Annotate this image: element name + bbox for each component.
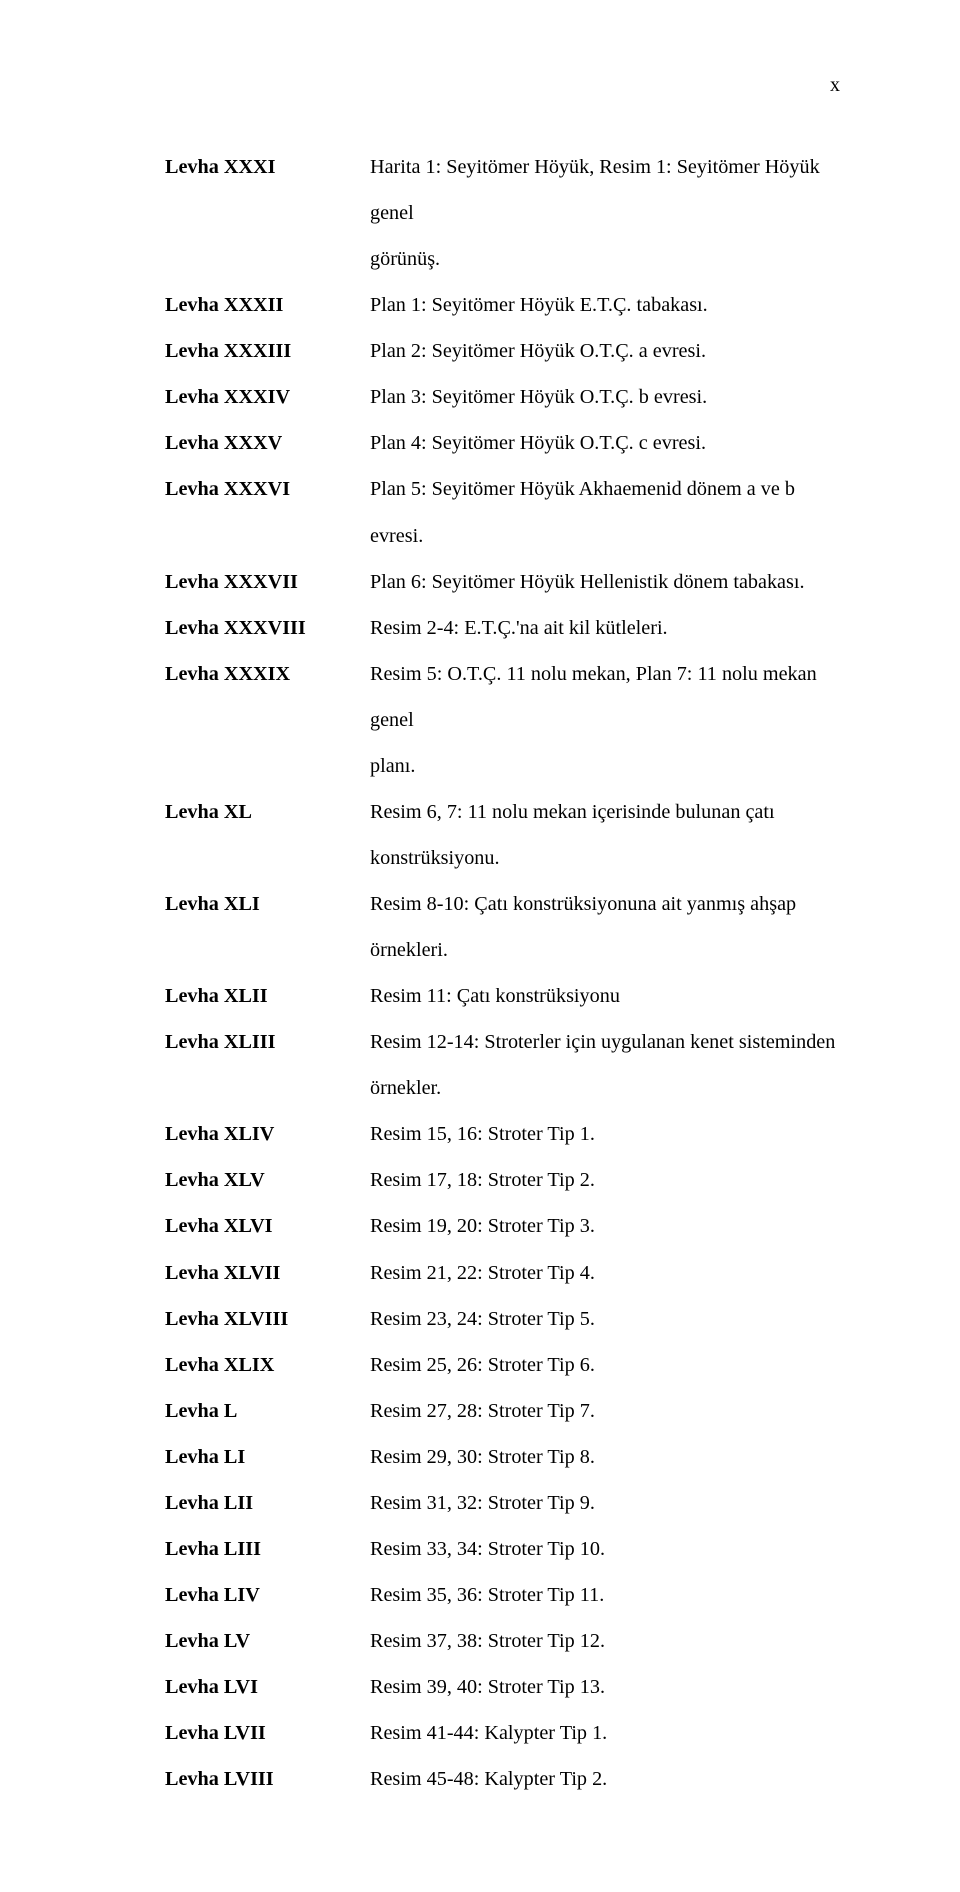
item-label: Levha XLII <box>165 973 370 1019</box>
list-item: Levha XLIVResim 15, 16: Stroter Tip 1. <box>165 1111 845 1157</box>
item-label: Levha LIII <box>165 1526 370 1572</box>
item-description: Resim 39, 40: Stroter Tip 13. <box>370 1664 845 1710</box>
item-label: Levha XXXII <box>165 282 370 328</box>
item-description: Resim 21, 22: Stroter Tip 4. <box>370 1250 845 1296</box>
list-item: Levha XXXIIPlan 1: Seyitömer Höyük E.T.Ç… <box>165 282 845 328</box>
list-item: Levha XLIIResim 11: Çatı konstrüksiyonu <box>165 973 845 1019</box>
item-label: Levha XXXIX <box>165 651 370 697</box>
item-label: Levha XXXVII <box>165 559 370 605</box>
item-label: Levha XLV <box>165 1157 370 1203</box>
list-item: Levha XXXIHarita 1: Seyitömer Höyük, Res… <box>165 144 845 236</box>
item-label: Levha XLI <box>165 881 370 927</box>
list-item: Levha XLResim 6, 7: 11 nolu mekan içeris… <box>165 789 845 835</box>
list-item: Levha LIResim 29, 30: Stroter Tip 8. <box>165 1434 845 1480</box>
item-label: Levha LVI <box>165 1664 370 1710</box>
item-label: Levha XXXVIII <box>165 605 370 651</box>
list-item: Levha XXXVIPlan 5: Seyitömer Höyük Akhae… <box>165 466 845 558</box>
list-item: Levha XLIXResim 25, 26: Stroter Tip 6. <box>165 1342 845 1388</box>
item-label: Levha XLVII <box>165 1250 370 1296</box>
document-page: x Levha XXXIHarita 1: Seyitömer Höyük, R… <box>0 0 960 1892</box>
item-label: Levha LVIII <box>165 1756 370 1802</box>
item-label: Levha XXXIII <box>165 328 370 374</box>
item-description: Resim 6, 7: 11 nolu mekan içerisinde bul… <box>370 789 845 835</box>
list-item: Levha XXXIVPlan 3: Seyitömer Höyük O.T.Ç… <box>165 374 845 420</box>
item-description: Resim 12-14: Stroterler için uygulanan k… <box>370 1019 845 1065</box>
item-label: Levha XLIII <box>165 1019 370 1065</box>
item-description: Resim 2-4: E.T.Ç.'na ait kil kütleleri. <box>370 605 845 651</box>
list-item: Levha XLIIIResim 12-14: Stroterler için … <box>165 1019 845 1065</box>
item-description: Harita 1: Seyitömer Höyük, Resim 1: Seyi… <box>370 144 845 236</box>
item-description: Resim 8-10: Çatı konstrüksiyonuna ait ya… <box>370 881 845 973</box>
item-label: Levha LII <box>165 1480 370 1526</box>
list-item: Levha XLVIResim 19, 20: Stroter Tip 3. <box>165 1203 845 1249</box>
item-description: Resim 11: Çatı konstrüksiyonu <box>370 973 845 1019</box>
item-description-continuation: görünüş. <box>370 236 845 282</box>
item-label: Levha XXXIV <box>165 374 370 420</box>
item-description: Resim 15, 16: Stroter Tip 1. <box>370 1111 845 1157</box>
item-description: Resim 17, 18: Stroter Tip 2. <box>370 1157 845 1203</box>
item-description-continuation: konstrüksiyonu. <box>370 835 845 881</box>
list-item: Levha XXXIXResim 5: O.T.Ç. 11 nolu mekan… <box>165 651 845 743</box>
item-description: Plan 3: Seyitömer Höyük O.T.Ç. b evresi. <box>370 374 845 420</box>
item-label: Levha XLVI <box>165 1203 370 1249</box>
list-item: Levha LIIResim 31, 32: Stroter Tip 9. <box>165 1480 845 1526</box>
item-description: Resim 29, 30: Stroter Tip 8. <box>370 1434 845 1480</box>
item-label: Levha LVII <box>165 1710 370 1756</box>
item-label: Levha XL <box>165 789 370 835</box>
item-description: Resim 23, 24: Stroter Tip 5. <box>370 1296 845 1342</box>
item-label: Levha XXXVI <box>165 466 370 512</box>
list-item: Levha XXXVPlan 4: Seyitömer Höyük O.T.Ç.… <box>165 420 845 466</box>
item-description: Plan 4: Seyitömer Höyük O.T.Ç. c evresi. <box>370 420 845 466</box>
list-item: Levha LVIIIResim 45-48: Kalypter Tip 2. <box>165 1756 845 1802</box>
item-label: Levha L <box>165 1388 370 1434</box>
list-item: Levha XXXVIIIResim 2-4: E.T.Ç.'na ait ki… <box>165 605 845 651</box>
item-description: Resim 27, 28: Stroter Tip 7. <box>370 1388 845 1434</box>
list-item: Levha XXXVIIPlan 6: Seyitömer Höyük Hell… <box>165 559 845 605</box>
item-description: Plan 1: Seyitömer Höyük E.T.Ç. tabakası. <box>370 282 845 328</box>
item-label: Levha LIV <box>165 1572 370 1618</box>
list-item: Levha XLVIIIResim 23, 24: Stroter Tip 5. <box>165 1296 845 1342</box>
item-label: Levha XXXV <box>165 420 370 466</box>
item-description: Plan 6: Seyitömer Höyük Hellenistik döne… <box>370 559 845 605</box>
list-container: Levha XXXIHarita 1: Seyitömer Höyük, Res… <box>165 144 845 1802</box>
item-description: Resim 31, 32: Stroter Tip 9. <box>370 1480 845 1526</box>
item-description: Plan 5: Seyitömer Höyük Akhaemenid dönem… <box>370 466 845 558</box>
item-description: Resim 35, 36: Stroter Tip 11. <box>370 1572 845 1618</box>
item-description-continuation: örnekler. <box>370 1065 845 1111</box>
item-label: Levha XLIX <box>165 1342 370 1388</box>
item-description: Resim 25, 26: Stroter Tip 6. <box>370 1342 845 1388</box>
list-item: Levha XLIResim 8-10: Çatı konstrüksiyonu… <box>165 881 845 973</box>
list-item: Levha XXXIIIPlan 2: Seyitömer Höyük O.T.… <box>165 328 845 374</box>
page-number: x <box>830 74 840 97</box>
list-item: Levha XLVResim 17, 18: Stroter Tip 2. <box>165 1157 845 1203</box>
item-label: Levha LV <box>165 1618 370 1664</box>
list-item: Levha LVIIResim 41-44: Kalypter Tip 1. <box>165 1710 845 1756</box>
item-description: Resim 45-48: Kalypter Tip 2. <box>370 1756 845 1802</box>
item-description: Resim 41-44: Kalypter Tip 1. <box>370 1710 845 1756</box>
item-label: Levha LI <box>165 1434 370 1480</box>
list-item: Levha XLVIIResim 21, 22: Stroter Tip 4. <box>165 1250 845 1296</box>
item-description: Resim 37, 38: Stroter Tip 12. <box>370 1618 845 1664</box>
list-item: Levha LVIResim 39, 40: Stroter Tip 13. <box>165 1664 845 1710</box>
item-label: Levha XLIV <box>165 1111 370 1157</box>
item-label: Levha XLVIII <box>165 1296 370 1342</box>
list-item: Levha LIIIResim 33, 34: Stroter Tip 10. <box>165 1526 845 1572</box>
item-description: Resim 5: O.T.Ç. 11 nolu mekan, Plan 7: 1… <box>370 651 845 743</box>
item-label: Levha XXXI <box>165 144 370 190</box>
item-description-continuation: planı. <box>370 743 845 789</box>
list-item: Levha LIVResim 35, 36: Stroter Tip 11. <box>165 1572 845 1618</box>
item-description: Plan 2: Seyitömer Höyük O.T.Ç. a evresi. <box>370 328 845 374</box>
list-item: Levha LVResim 37, 38: Stroter Tip 12. <box>165 1618 845 1664</box>
item-description: Resim 19, 20: Stroter Tip 3. <box>370 1203 845 1249</box>
item-description: Resim 33, 34: Stroter Tip 10. <box>370 1526 845 1572</box>
list-item: Levha LResim 27, 28: Stroter Tip 7. <box>165 1388 845 1434</box>
